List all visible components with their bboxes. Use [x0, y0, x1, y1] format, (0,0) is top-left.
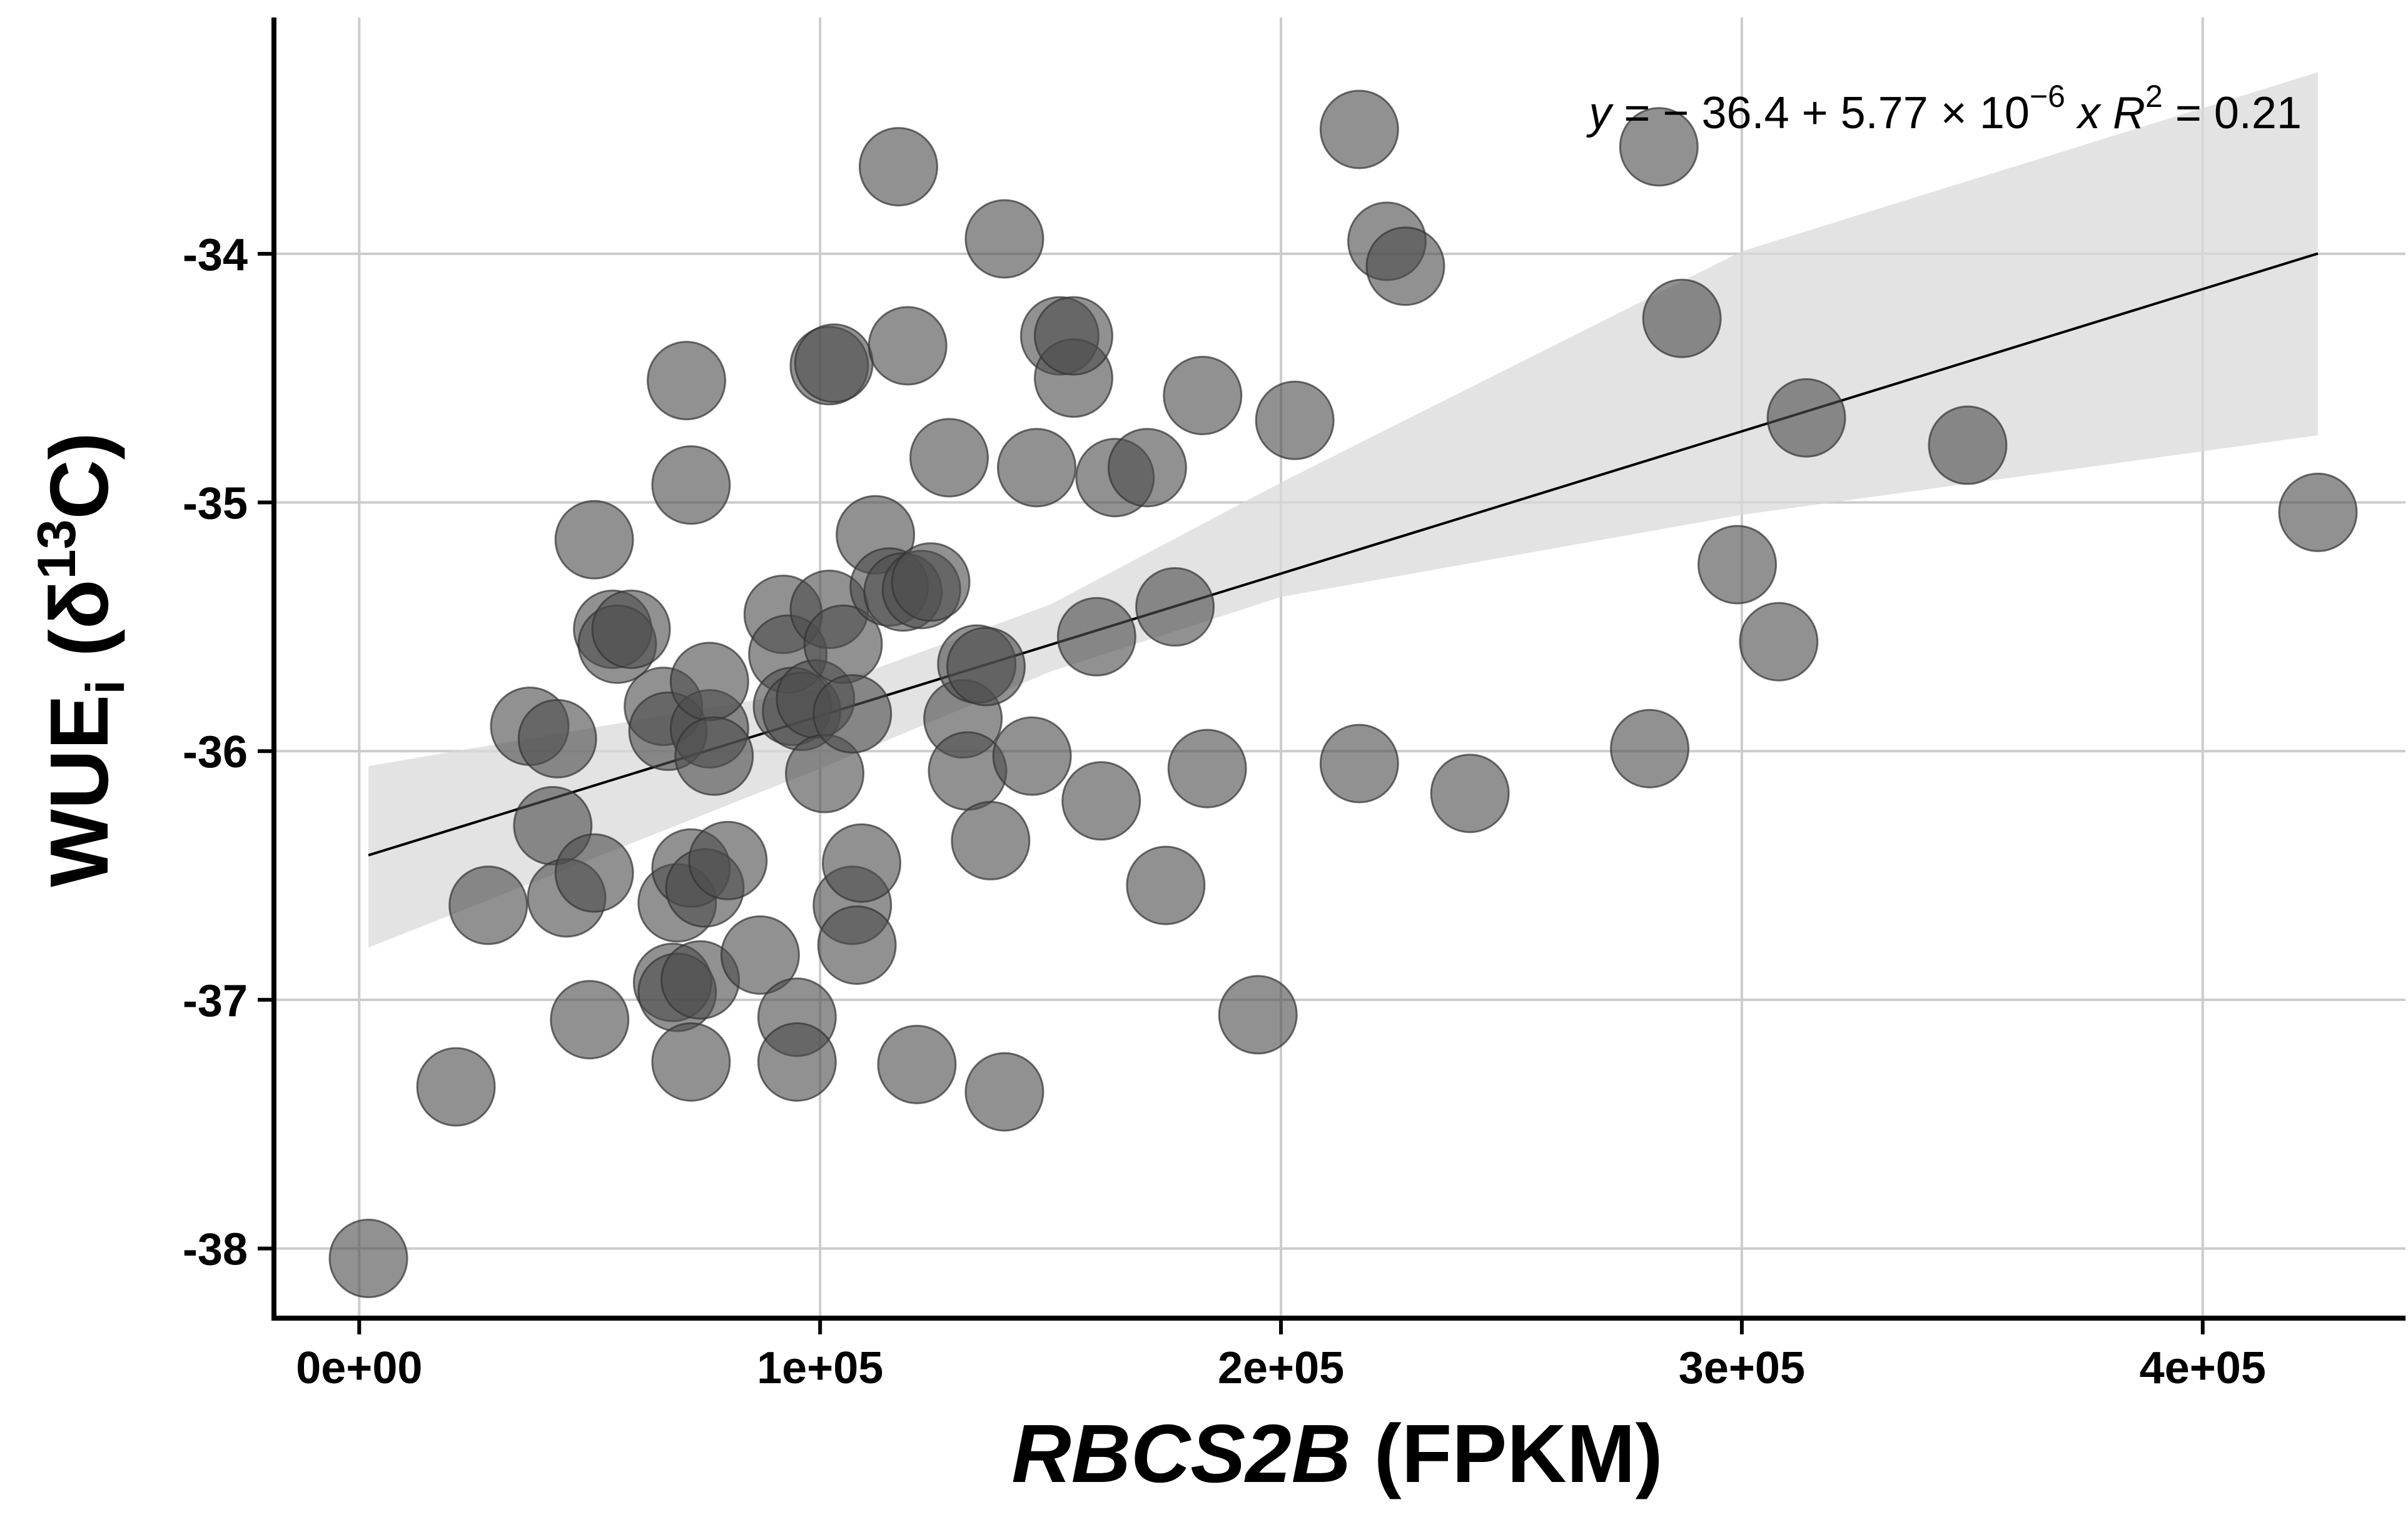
data-point	[812, 674, 893, 754]
data-point	[964, 199, 1045, 279]
data-point	[946, 627, 1026, 707]
data-point	[591, 589, 671, 669]
data-point	[1739, 602, 1819, 682]
x-tick-label: 1e+05	[757, 1343, 883, 1393]
data-point	[757, 1022, 837, 1102]
data-point	[720, 915, 800, 995]
y-tick-label: -38	[183, 1225, 248, 1275]
data-point	[817, 905, 897, 985]
data-point	[646, 341, 726, 421]
data-point	[1061, 761, 1141, 841]
data-point	[1697, 525, 1778, 605]
data-point	[1255, 380, 1335, 460]
data-point	[1766, 378, 1846, 458]
data-point	[554, 500, 634, 580]
data-point	[1135, 567, 1215, 647]
x-tick-label: 2e+05	[1218, 1343, 1344, 1393]
data-point	[858, 127, 938, 207]
x-axis-ticks: 0e+00 1e+05 2e+05 3e+05 4e+05	[296, 1318, 2266, 1393]
y-axis-title: WUEi (δ13C)	[27, 432, 136, 887]
y-tick-label: -36	[183, 727, 248, 777]
data-point	[877, 1024, 957, 1104]
data-point	[964, 1052, 1045, 1132]
data-point	[674, 716, 754, 796]
data-point	[550, 980, 630, 1060]
data-point	[1928, 405, 2008, 485]
data-point	[1218, 975, 1298, 1055]
data-point	[517, 698, 597, 779]
data-point	[868, 306, 948, 386]
data-point	[448, 865, 529, 945]
data-point	[2278, 472, 2358, 552]
y-axis-ticks: -34 -35 -36 -37 -38	[183, 230, 274, 1275]
x-tick-label: 4e+05	[2140, 1343, 2266, 1393]
grid-lines	[274, 18, 2405, 1318]
data-point	[1167, 728, 1247, 809]
data-point	[992, 716, 1072, 796]
x-tick-label: 3e+05	[1679, 1343, 1805, 1393]
data-point	[651, 1022, 731, 1102]
data-point	[1107, 428, 1187, 508]
data-point	[416, 1047, 496, 1127]
data-point	[1319, 723, 1399, 804]
x-tick-label: 0e+00	[296, 1343, 422, 1393]
data-point	[997, 428, 1077, 508]
data-point	[1126, 845, 1206, 925]
data-point	[1056, 597, 1136, 677]
equation-annotation: y = − 36.4 + 5.77 × 10−6 x R2 = 0.21	[1586, 79, 2302, 138]
y-tick-label: -37	[183, 976, 248, 1026]
data-point	[951, 800, 1031, 880]
data-point	[1163, 356, 1243, 436]
data-point	[794, 323, 874, 403]
data-points	[328, 89, 2358, 1299]
data-point	[1610, 708, 1690, 789]
data-point	[1033, 296, 1113, 376]
x-axis-title: RBCS2B (FPKM)	[1011, 1408, 1662, 1499]
data-point	[822, 823, 902, 903]
data-point	[891, 542, 971, 622]
data-point	[328, 1219, 408, 1299]
data-point	[688, 820, 768, 900]
data-point	[1642, 278, 1722, 358]
data-point	[1619, 107, 1699, 187]
data-point	[669, 642, 749, 722]
data-point	[1365, 226, 1445, 306]
data-point	[554, 833, 634, 913]
data-point	[909, 418, 989, 498]
data-point	[651, 445, 731, 525]
data-point	[1430, 753, 1510, 834]
data-point	[1319, 89, 1399, 169]
y-tick-label: -34	[183, 230, 248, 280]
y-tick-label: -35	[183, 479, 248, 529]
